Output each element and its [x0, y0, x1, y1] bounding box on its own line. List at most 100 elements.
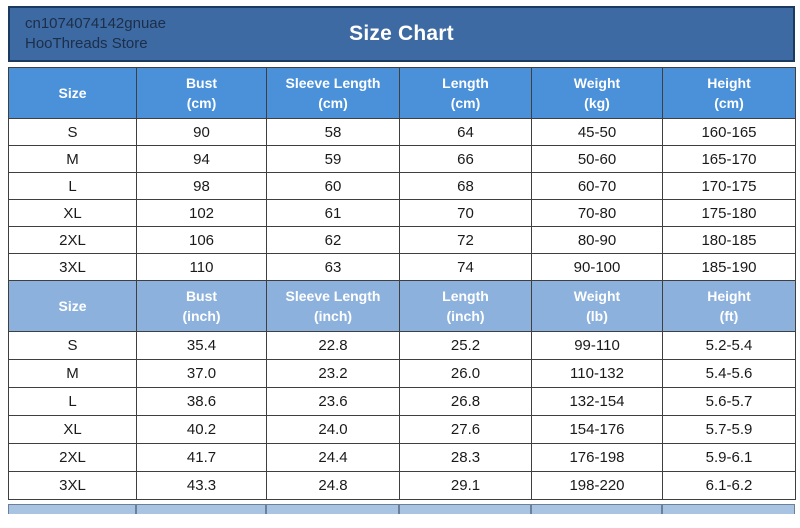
value-cell: 72	[399, 226, 532, 254]
table-row: XL 40.2 24.0 27.6 154-176 5.7-5.9	[8, 415, 796, 444]
value-cell: 63	[266, 253, 400, 281]
value-cell: 90-100	[531, 253, 663, 281]
value-cell: 110	[136, 253, 267, 281]
value-cell: 70-80	[531, 199, 663, 227]
column-header: Bust (cm)	[136, 67, 267, 119]
value-cell: 62	[266, 226, 400, 254]
value-cell: 27.6	[399, 415, 532, 444]
value-cell: 74	[399, 253, 532, 281]
value-cell: 22.8	[266, 331, 400, 360]
column-header: Size	[8, 280, 137, 332]
value-cell: 66	[399, 145, 532, 173]
table-row: S 35.4 22.8 25.2 99-110 5.2-5.4	[8, 331, 796, 360]
size-cell: M	[8, 359, 137, 388]
column-header-label: Height	[707, 75, 751, 91]
column-header-label: Sleeve Length	[285, 288, 381, 304]
value-cell: 29.1	[399, 471, 532, 500]
value-cell: 25.2	[399, 331, 532, 360]
value-cell: 5.7-5.9	[662, 415, 796, 444]
header-row-cm: Size Bust (cm) Sleeve Length (cm) Length (cm) W…	[8, 67, 796, 119]
column-header: Weight (lb)	[531, 280, 663, 332]
page-title: Size Chart	[349, 22, 454, 45]
value-cell: 99-110	[531, 331, 663, 360]
value-cell: 165-170	[662, 145, 796, 173]
column-header: Weight (kg)	[531, 67, 663, 119]
size-cell: XL	[8, 199, 137, 227]
store-id: cn1074074142gnuae	[25, 15, 166, 32]
cutoff-header-cell	[399, 504, 531, 514]
value-cell: 61	[266, 199, 400, 227]
column-header-label: Height	[707, 288, 751, 304]
value-cell: 26.8	[399, 387, 532, 416]
value-cell: 50-60	[531, 145, 663, 173]
value-cell: 45-50	[531, 118, 663, 146]
size-table-body: Size Bust (cm) Sleeve Length (cm) Length (cm) W…	[8, 67, 796, 500]
value-cell: 37.0	[136, 359, 267, 388]
column-header-label: Weight	[573, 75, 621, 91]
store-info: cn1074074142gnuae HooThreads Store	[10, 14, 166, 54]
value-cell: 6.1-6.2	[662, 471, 796, 500]
value-cell: 24.8	[266, 471, 400, 500]
column-header-unit: (kg)	[584, 95, 610, 111]
column-header-label: Sleeve Length	[285, 75, 381, 91]
column-header-label: Weight	[573, 288, 621, 304]
table-row: 2XL 41.7 24.4 28.3 176-198 5.9-6.1	[8, 443, 796, 472]
column-header-label: Size	[58, 298, 87, 314]
value-cell: 198-220	[531, 471, 663, 500]
column-header-unit: (cm)	[714, 95, 744, 111]
value-cell: 98	[136, 172, 267, 200]
column-header-label: Length	[442, 288, 489, 304]
banner: cn1074074142gnuae HooThreads Store Size …	[8, 6, 795, 62]
value-cell: 23.2	[266, 359, 400, 388]
value-cell: 40.2	[136, 415, 267, 444]
column-header-unit: (cm)	[450, 95, 481, 111]
value-cell: 110-132	[531, 359, 663, 388]
size-chart-page: cn1074074142gnuae HooThreads Store Size …	[0, 6, 800, 514]
column-header-unit: (ft)	[719, 308, 739, 324]
size-cell: S	[8, 118, 137, 146]
cutoff-header-cell	[266, 504, 399, 514]
cutoff-header-cell	[8, 504, 136, 514]
column-header-unit: (inch)	[446, 308, 485, 324]
value-cell: 94	[136, 145, 267, 173]
value-cell: 38.6	[136, 387, 267, 416]
value-cell: 24.4	[266, 443, 400, 472]
cutoff-next-section-header	[8, 504, 795, 514]
size-cell: 3XL	[8, 253, 137, 281]
value-cell: 180-185	[662, 226, 796, 254]
value-cell: 5.4-5.6	[662, 359, 796, 388]
column-header: Sleeve Length (inch)	[266, 280, 400, 332]
cutoff-header-cell	[136, 504, 266, 514]
value-cell: 175-180	[662, 199, 796, 227]
value-cell: 70	[399, 199, 532, 227]
value-cell: 41.7	[136, 443, 267, 472]
column-header: Height (ft)	[662, 280, 796, 332]
size-cell: 2XL	[8, 226, 137, 254]
column-header-unit: (inch)	[182, 308, 221, 324]
value-cell: 102	[136, 199, 267, 227]
column-header-label: Bust	[185, 288, 218, 304]
table-row: 2XL 106 62 72 80-90 180-185	[8, 226, 796, 254]
value-cell: 106	[136, 226, 267, 254]
value-cell: 160-165	[662, 118, 796, 146]
value-cell: 5.9-6.1	[662, 443, 796, 472]
table-row: 3XL 110 63 74 90-100 185-190	[8, 253, 796, 281]
value-cell: 170-175	[662, 172, 796, 200]
value-cell: 5.2-5.4	[662, 331, 796, 360]
table-row: M 37.0 23.2 26.0 110-132 5.4-5.6	[8, 359, 796, 388]
size-cell: L	[8, 387, 137, 416]
value-cell: 176-198	[531, 443, 663, 472]
column-header: Bust (inch)	[136, 280, 267, 332]
value-cell: 154-176	[531, 415, 663, 444]
table-row: XL 102 61 70 70-80 175-180	[8, 199, 796, 227]
column-header-unit: (cm)	[186, 95, 217, 111]
cutoff-header-cell	[531, 504, 662, 514]
size-cell: L	[8, 172, 137, 200]
value-cell: 58	[266, 118, 400, 146]
column-header-unit: (cm)	[318, 95, 348, 111]
column-header-label: Length	[442, 75, 489, 91]
size-cell: 2XL	[8, 443, 137, 472]
value-cell: 64	[399, 118, 532, 146]
column-header-unit: (lb)	[586, 308, 608, 324]
table-row: M 94 59 66 50-60 165-170	[8, 145, 796, 173]
